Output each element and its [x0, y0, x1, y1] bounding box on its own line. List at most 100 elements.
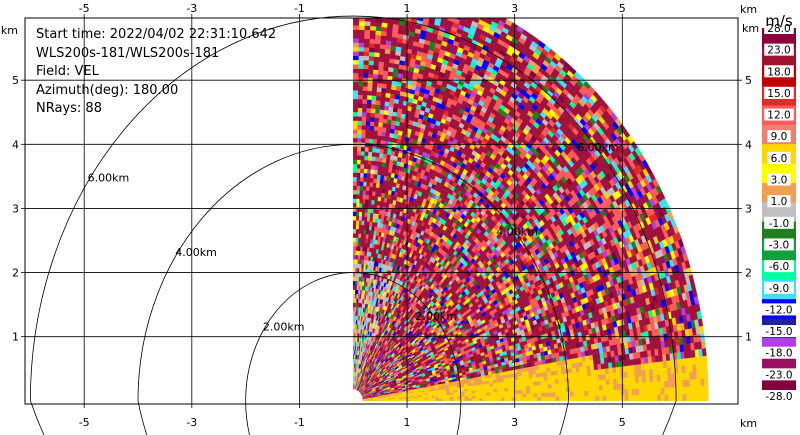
sector-cell: [558, 387, 564, 393]
sector-cell: [568, 372, 574, 379]
sector-cell: [540, 388, 545, 394]
sector-cell: [664, 380, 669, 388]
sector-cell: [475, 395, 480, 399]
sector-cell: [583, 370, 588, 377]
sector-cell: [689, 378, 694, 387]
sector-cell: [699, 363, 705, 372]
sector-cell: [671, 386, 676, 395]
sector-cell: [613, 389, 618, 396]
sector-cell: [587, 380, 592, 387]
sector-cell: [576, 386, 582, 392]
sector-cell: [605, 373, 610, 380]
sector-cell: [482, 397, 487, 401]
sector-cell: [569, 386, 574, 392]
sector-cell: [579, 366, 584, 373]
sector-cell: [678, 386, 684, 395]
sector-cell: [569, 391, 575, 397]
sector-cell: [681, 372, 687, 381]
sector-cell: [478, 395, 484, 399]
sector-cell: [555, 387, 560, 393]
sector-cell: [553, 369, 559, 376]
sector-cell: [464, 398, 469, 401]
sector-cell: [497, 391, 502, 395]
sector-cell: [536, 388, 542, 394]
sector-cell: [697, 385, 702, 394]
sector-cell: [471, 395, 476, 399]
sector-cell: [586, 370, 592, 377]
sector-cell: [591, 390, 596, 396]
sector-cell: [701, 347, 707, 357]
sector-cell: [580, 380, 585, 387]
sector-cell: [677, 358, 682, 367]
sector-cell: [525, 378, 530, 383]
sector-cell: [572, 371, 577, 378]
sector-cell: [645, 381, 651, 389]
sector-cell: [580, 390, 585, 397]
sector-cell: [532, 380, 538, 386]
sector-cell: [547, 379, 552, 385]
sector-cell: [555, 391, 560, 397]
sector-cell: [588, 395, 593, 401]
sector-cell: [671, 393, 676, 401]
sector-cell: [642, 388, 647, 395]
sector-cell: [496, 387, 502, 392]
sector-cell: [543, 375, 548, 381]
sector-cell: [608, 367, 614, 374]
sector-cell: [500, 387, 505, 392]
sector-cell: [699, 370, 705, 379]
sector-cell: [700, 340, 706, 349]
sector-cell: [627, 388, 633, 396]
sector-cell: [693, 385, 698, 394]
sector-cell: [591, 379, 596, 386]
sector-cell: [507, 383, 512, 388]
sector-cell: [540, 392, 545, 398]
sector-cell: [653, 387, 658, 395]
sector-cell: [573, 386, 578, 392]
sector-cell: [682, 386, 687, 395]
sector-cell: [649, 387, 655, 395]
sector-cell: [686, 386, 691, 394]
sector-cell: [562, 386, 567, 393]
sector-cell: [539, 376, 545, 382]
sector-cell: [696, 378, 702, 387]
sector-cell: [638, 388, 644, 395]
sector-cell: [602, 395, 607, 401]
sector-cell: [572, 376, 578, 383]
sector-cell: [682, 393, 687, 401]
sector-cell: [573, 381, 578, 387]
sector-cell: [559, 396, 564, 401]
sector-cell: [471, 392, 476, 396]
sector-cell: [609, 389, 615, 396]
sector-cell: [656, 367, 661, 376]
sector-cell: [540, 396, 546, 401]
sector-cell: [704, 392, 709, 401]
sector-cell: [641, 375, 647, 383]
sector-cell: [580, 385, 585, 392]
sector-cell: [630, 364, 635, 372]
sector-cell: [435, 398, 440, 401]
sector-cell: [598, 384, 604, 391]
sector-cell: [522, 393, 527, 398]
sector-cell: [497, 397, 502, 401]
sector-cell: [515, 393, 520, 398]
sector-cell: [486, 394, 491, 399]
sector-cell: [533, 388, 538, 394]
sector-cell: [548, 396, 553, 401]
sector-cell: [529, 389, 534, 394]
sector-cell: [493, 391, 498, 396]
sector-cell: [635, 382, 640, 390]
sector-cell: [528, 373, 534, 379]
sector-cell: [562, 396, 567, 401]
sector-cell: [533, 384, 538, 390]
sector-cell: [631, 382, 636, 390]
sector-cell: [514, 382, 520, 388]
sector-cell: [602, 384, 607, 391]
sector-cell: [594, 369, 599, 376]
sector-cell: [497, 394, 502, 398]
sector-cell: [450, 398, 454, 401]
sector-cell: [655, 361, 661, 369]
sector-cell: [587, 385, 593, 392]
sector-cell: [493, 397, 498, 401]
sector-cell: [702, 355, 708, 364]
sector-cell: [518, 393, 524, 398]
